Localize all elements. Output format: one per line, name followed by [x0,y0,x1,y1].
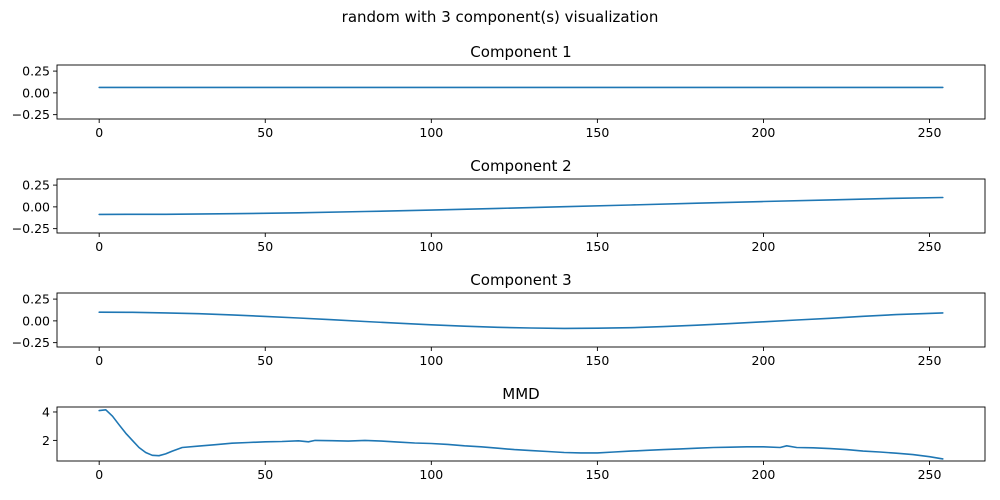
axes-frame [56,64,986,120]
subplot-title: Component 2 [470,157,571,175]
y-tick-label: −0.25 [12,335,50,350]
x-tick-label: 150 [585,125,609,140]
x-tick-label: 50 [257,239,273,254]
subplot-title: Component 3 [470,271,571,289]
series-line [98,408,944,460]
axes-frame [56,292,986,348]
x-tick-label: 200 [752,239,776,254]
x-tick-label: 100 [419,467,443,482]
subplot-4: MMD 0 50 100 150 200 250 2 4 [42,385,986,482]
axes-frame [56,406,986,462]
series-line [98,196,944,216]
x-tick-label: 50 [257,467,273,482]
x-tick-label: 250 [918,125,942,140]
x-tick-label: 150 [585,239,609,254]
y-tick-label: 0.00 [22,85,50,100]
x-tick-label: 50 [257,125,273,140]
subplot-1: Component 1 0 50 100 150 200 250 −0.25 0.00 0.25 [12,43,986,140]
axes-frame [56,178,986,234]
x-tick-label: 150 [585,467,609,482]
y-tick-label: 4 [42,404,50,419]
y-tick-label: 0.25 [22,292,50,307]
y-tick-label: −0.25 [12,107,50,122]
subplot-2: Component 2 0 50 100 150 200 250 −0.25 0.00 0.25 [12,157,986,254]
x-tick-label: 250 [918,467,942,482]
x-tick-label: 100 [419,353,443,368]
x-tick-label: 100 [419,125,443,140]
y-tick-label: −0.25 [12,221,50,236]
x-tick-label: 200 [752,125,776,140]
y-tick-label: 0.00 [22,199,50,214]
x-tick-label: 0 [95,467,103,482]
subplot-3: Component 3 0 50 100 150 200 250 −0.25 0.00 0.25 [12,271,986,368]
x-tick-label: 100 [419,239,443,254]
y-tick-label: 0.25 [22,64,50,79]
x-tick-label: 200 [752,467,776,482]
x-tick-label: 0 [95,125,103,140]
x-tick-label: 150 [585,353,609,368]
x-tick-label: 250 [918,239,942,254]
figure-title: random with 3 component(s) visualization [342,8,659,26]
subplot-title: MMD [502,385,539,403]
x-tick-label: 0 [95,353,103,368]
x-tick-label: 0 [95,239,103,254]
y-tick-label: 2 [42,433,50,448]
x-tick-label: 50 [257,353,273,368]
x-tick-label: 200 [752,353,776,368]
y-tick-label: 0.25 [22,178,50,193]
y-tick-label: 0.00 [22,313,50,328]
x-tick-label: 250 [918,353,942,368]
subplot-title: Component 1 [470,43,571,61]
series-line [98,311,944,330]
